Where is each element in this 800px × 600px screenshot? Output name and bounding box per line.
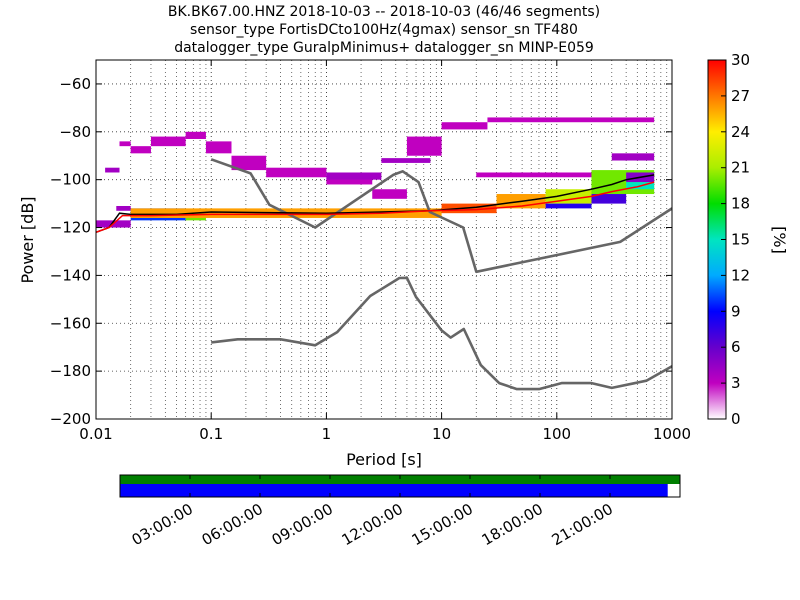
chart-title: BK.BK67.00.HNZ 2018-10-03 -- 2018-10-03 …: [168, 4, 600, 56]
y-tick-label: −200: [50, 410, 91, 428]
time-tick-label: 12:00:00: [339, 500, 406, 549]
psd-bin: [372, 189, 407, 199]
time-tick-label: 18:00:00: [479, 500, 546, 549]
colorbar-ticks: 0 3 6 9 12 15 18 21 24 27 30: [721, 51, 750, 428]
psd-bin: [487, 117, 655, 123]
psd-bin: [266, 167, 327, 178]
title-line-1: BK.BK67.00.HNZ 2018-10-03 -- 2018-10-03 …: [168, 4, 600, 20]
y-tick-label: −140: [50, 266, 91, 284]
psd-bin: [326, 177, 373, 185]
psd-bin: [130, 146, 151, 154]
y-tick-label: −60: [59, 75, 91, 93]
y-tick-label: −180: [50, 362, 91, 380]
plot-frame: [95, 59, 673, 420]
psd-bin: [116, 205, 131, 211]
y-axis-label: Power [dB]: [18, 196, 37, 283]
psd-bin: [119, 141, 131, 147]
colorbar-tick-label: 3: [731, 374, 741, 392]
colorbar-tick-label: 12: [731, 266, 750, 284]
psd-bin: [476, 172, 612, 178]
x-axis-label: Period [s]: [346, 450, 422, 469]
psd-statistic-lines: [96, 174, 655, 234]
grid-lines: [95, 60, 672, 420]
noise-model-nlnm: [211, 276, 672, 391]
colorbar-tick-label: 6: [731, 338, 741, 356]
psd-bin: [545, 203, 592, 209]
colorbar-label: [%]: [770, 226, 789, 254]
colorbar-tick-label: 0: [731, 410, 741, 428]
psd-bin: [545, 189, 592, 204]
colorbar-tick-label: 18: [731, 195, 750, 213]
time-tick-label: 06:00:00: [199, 500, 266, 549]
psd-bin: [150, 136, 186, 147]
colorbar-tick-label: 27: [731, 87, 750, 105]
time-tick-label: 15:00:00: [409, 500, 476, 549]
noise-model-nhnm: [210, 158, 672, 274]
psd-bin: [205, 141, 232, 154]
psd-bin: [326, 172, 382, 180]
x-axis-ticks: 0.01 0.1 1 10 100 1000: [79, 60, 691, 443]
coverage-psd-bar: [120, 484, 668, 497]
psd-bin: [591, 194, 627, 204]
y-tick-label: −80: [59, 123, 91, 141]
psd-bin: [441, 122, 488, 130]
x-tick-label: 1000: [653, 425, 691, 443]
coverage-data-bar: [120, 475, 680, 484]
psd-histogram-bins: [96, 117, 655, 228]
mean-line: [96, 181, 655, 234]
colorbar-tick-label: 21: [731, 159, 750, 177]
y-tick-label: −160: [50, 314, 91, 332]
time-tick-label: 03:00:00: [129, 500, 196, 549]
colorbar-tick-label: 24: [731, 123, 750, 141]
x-tick-label: 0.01: [79, 425, 112, 443]
time-tick-label: 09:00:00: [269, 500, 336, 549]
x-tick-label: 0.1: [199, 425, 223, 443]
psd-bin: [231, 155, 267, 171]
y-tick-label: −120: [50, 219, 91, 237]
y-axis-ticks: −60 −80 −100 −120 −140 −160 −180 −200: [50, 75, 672, 428]
psd-bin: [381, 158, 431, 163]
x-tick-label: 10: [432, 425, 451, 443]
time-tick-label: 21:00:00: [549, 500, 616, 549]
y-tick-label: −100: [50, 171, 91, 189]
colorbar-tick-label: 15: [731, 231, 750, 249]
title-line-3: datalogger_type GuralpMinimus+ datalogge…: [174, 40, 594, 56]
psd-bin: [611, 153, 655, 161]
x-tick-label: 1: [322, 425, 332, 443]
colorbar-tick-label: 9: [731, 302, 741, 320]
colorbar-tick-label: 30: [731, 51, 750, 69]
x-tick-label: 100: [542, 425, 571, 443]
psd-bin: [185, 131, 206, 139]
psd-bin: [406, 136, 442, 156]
psd-bin: [105, 167, 120, 173]
title-line-2: sensor_type FortisDCto100Hz(4gmax) senso…: [190, 22, 578, 38]
noise-model-lines: [210, 158, 672, 391]
